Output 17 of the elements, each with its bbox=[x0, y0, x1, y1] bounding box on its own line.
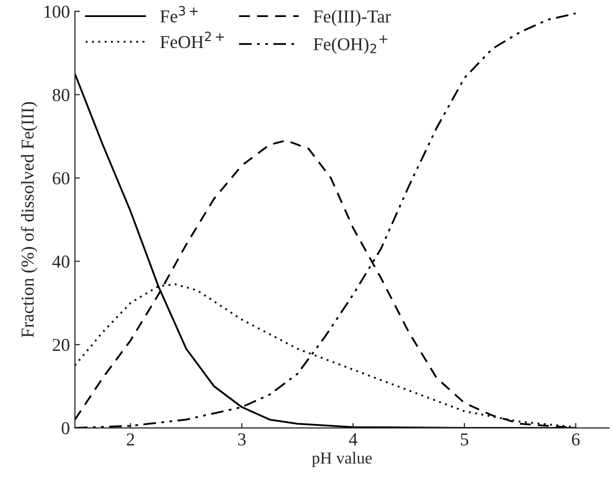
x-axis-title: pH value bbox=[312, 452, 372, 468]
x-tick-label: 4 bbox=[348, 433, 358, 446]
legend-label: Fe(III)-Tar bbox=[314, 10, 391, 26]
x-tick-label: 5 bbox=[460, 433, 468, 446]
x-tick-label: 3 bbox=[238, 433, 246, 446]
y-axis-title: Fraction (%) of dissolved Fe(III) bbox=[20, 102, 38, 338]
legend-label: FeOH$^{2+}$ bbox=[160, 32, 224, 48]
legend-label: Fe(OH)$_{2}$$^{+}$ bbox=[314, 35, 388, 54]
y-tick-label: 0 bbox=[62, 422, 70, 434]
legend-label: Fe$^{3+}$ bbox=[160, 6, 198, 22]
y-tick-label: 20 bbox=[52, 338, 70, 352]
y-tick-label: 80 bbox=[52, 88, 70, 102]
y-tick-label: 40 bbox=[52, 256, 70, 268]
y-tick-label: 60 bbox=[52, 172, 70, 184]
x-tick-label: 2 bbox=[126, 433, 134, 446]
y-tick-label: 100 bbox=[44, 6, 70, 18]
x-tick-label: 6 bbox=[572, 433, 580, 446]
